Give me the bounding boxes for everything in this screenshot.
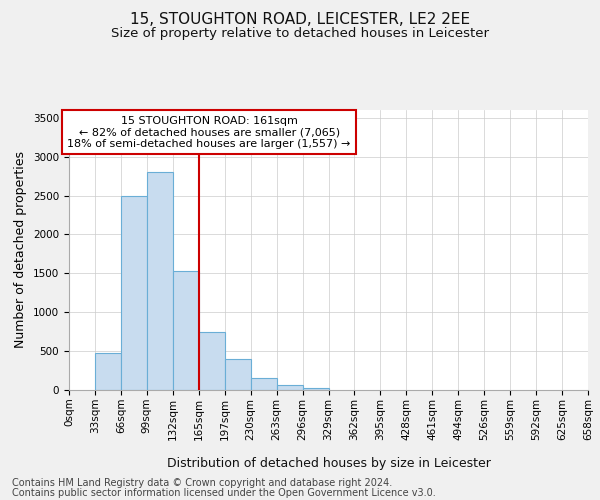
Bar [302,388,329,390]
Bar [121,196,147,390]
Text: Distribution of detached houses by size in Leicester: Distribution of detached houses by size … [167,458,491,470]
Text: Size of property relative to detached houses in Leicester: Size of property relative to detached ho… [111,28,489,40]
Text: 15, STOUGHTON ROAD, LEICESTER, LE2 2EE: 15, STOUGHTON ROAD, LEICESTER, LE2 2EE [130,12,470,28]
Bar [251,378,277,390]
Bar [277,386,302,390]
Bar [173,272,199,390]
Bar [95,354,121,390]
Text: 15 STOUGHTON ROAD: 161sqm
← 82% of detached houses are smaller (7,065)
18% of se: 15 STOUGHTON ROAD: 161sqm ← 82% of detac… [67,116,351,149]
Bar [199,332,224,390]
Y-axis label: Number of detached properties: Number of detached properties [14,152,28,348]
Text: Contains public sector information licensed under the Open Government Licence v3: Contains public sector information licen… [12,488,436,498]
Bar [147,172,173,390]
Bar [224,359,251,390]
Text: Contains HM Land Registry data © Crown copyright and database right 2024.: Contains HM Land Registry data © Crown c… [12,478,392,488]
